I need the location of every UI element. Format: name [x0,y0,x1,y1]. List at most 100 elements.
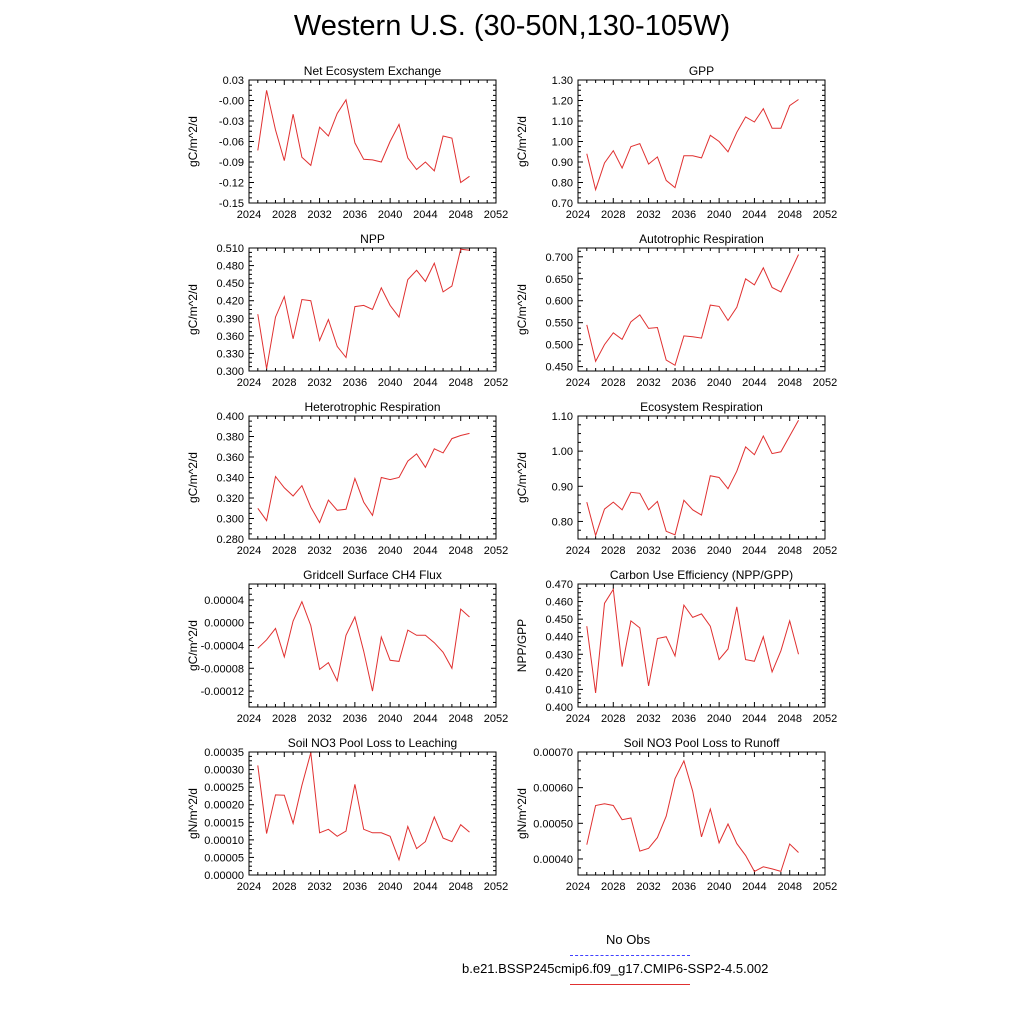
x-tick-label: 2028 [601,545,625,557]
plot-frame [577,79,826,204]
x-tick-label: 2032 [307,209,331,221]
y-tick-label: 0.420 [545,667,573,679]
x-tick-label: 2044 [413,545,437,557]
x-tick-label: 2052 [813,881,837,893]
y-axis-label: gN/m^2/d [186,788,200,839]
x-tick-label: 2032 [636,881,660,893]
x-tick-label: 2040 [378,881,402,893]
y-tick-label: 0.470 [545,579,573,591]
y-tick-label: -0.00012 [201,686,244,698]
y-tick-label: 0.03 [223,75,244,87]
chart-title: Carbon Use Efficiency (NPP/GPP) [610,568,793,582]
x-tick-label: 2032 [636,377,660,389]
plot-frame [248,79,497,204]
x-tick-label: 2032 [307,881,331,893]
y-tick-label: 0.430 [545,649,573,661]
x-tick-label: 2040 [378,713,402,725]
chart-title: Soil NO3 Pool Loss to Runoff [624,736,781,750]
y-tick-label: 1.10 [552,411,573,423]
x-tick-label: 2052 [484,545,508,557]
chart-title: GPP [689,64,714,78]
x-tick-label: 2028 [272,881,296,893]
y-tick-label: 0.380 [216,432,244,444]
x-tick-label: 2032 [636,209,660,221]
y-axis-label: gC/m^2/d [186,452,200,503]
y-axis-label: gC/m^2/d [186,284,200,335]
x-tick-label: 2024 [237,713,261,725]
series-line [586,759,799,873]
legend-label-no-obs: No Obs [606,932,651,947]
x-tick-label: 2052 [813,377,837,389]
y-tick-label: 0.300 [216,366,244,378]
y-tick-label: 0.300 [216,514,244,526]
x-tick-label: 2048 [448,209,472,221]
y-tick-label: 0.280 [216,534,244,546]
y-tick-label: -0.00004 [201,641,244,653]
legend-label-model: b.e21.BSSP245cmip6.f09_g17.CMIP6-SSP2-4.… [462,961,769,976]
y-axis-label: gC/m^2/d [515,452,529,503]
y-tick-label: 0.420 [216,296,244,308]
x-tick-label: 2032 [307,377,331,389]
chart-title: Heterotrophic Respiration [304,400,440,414]
y-tick-label: 0.450 [545,362,573,374]
x-tick-label: 2036 [672,713,696,725]
x-tick-label: 2048 [777,545,801,557]
y-tick-label: 0.90 [552,481,573,493]
y-tick-label: 0.390 [216,313,244,325]
x-tick-label: 2036 [672,881,696,893]
x-tick-label: 2032 [307,545,331,557]
y-tick-label: -0.15 [219,198,244,210]
chart-title: NPP [360,232,385,246]
x-tick-label: 2036 [343,545,367,557]
y-tick-label: 0.00004 [204,595,244,607]
legend-line-no-obs [570,955,690,956]
y-tick-label: 0.600 [545,296,573,308]
x-tick-label: 2040 [378,545,402,557]
series-line [257,248,470,369]
y-tick-label: 0.00035 [204,747,244,759]
plot-frame [248,751,497,876]
x-tick-label: 2048 [448,377,472,389]
y-tick-label: 0.650 [545,274,573,286]
y-tick-label: 0.510 [216,243,244,255]
x-tick-label: 2024 [237,881,261,893]
x-tick-label: 2044 [413,881,437,893]
y-tick-label: 0.460 [545,597,573,609]
x-tick-label: 2024 [566,209,590,221]
x-tick-label: 2024 [237,209,261,221]
x-tick-label: 2040 [707,881,731,893]
y-axis-label: gN/m^2/d [515,788,529,839]
y-tick-label: -0.12 [219,178,244,190]
chart-soil-no3-pool-loss-to-runoff: Soil NO3 Pool Loss to Runoff gN/m^2/d 2024… [515,736,837,893]
x-tick-label: 2040 [378,377,402,389]
y-tick-label: 0.360 [216,452,244,464]
y-tick-label: 0.330 [216,348,244,360]
x-tick-label: 2048 [448,545,472,557]
y-axis-label: gC/m^2/d [186,116,200,167]
x-tick-label: 2028 [272,377,296,389]
y-tick-label: 1.30 [552,75,573,87]
x-tick-label: 2032 [307,713,331,725]
x-tick-label: 2024 [566,881,590,893]
y-axis-label: gC/m^2/d [186,620,200,671]
series-line [586,419,799,538]
x-tick-label: 2040 [378,209,402,221]
x-tick-label: 2028 [272,545,296,557]
y-tick-label: -0.03 [219,116,244,128]
x-tick-label: 2036 [672,377,696,389]
y-tick-label: 0.450 [216,278,244,290]
y-tick-label: 0.340 [216,473,244,485]
chart-soil-no3-pool-loss-to-leaching: Soil NO3 Pool Loss to Leaching gN/m^2/d 20… [186,736,508,893]
plot-frame [577,415,826,540]
x-tick-label: 2052 [813,545,837,557]
x-tick-label: 2032 [636,713,660,725]
x-tick-label: 2032 [636,545,660,557]
y-tick-label: 0.500 [545,340,573,352]
x-tick-label: 2028 [272,713,296,725]
x-tick-label: 2052 [484,713,508,725]
x-tick-label: 2044 [742,209,766,221]
y-tick-label: 0.00010 [204,835,244,847]
y-tick-label: 0.00070 [533,747,573,759]
chart-title: Soil NO3 Pool Loss to Leaching [288,736,457,750]
y-tick-label: 0.550 [545,318,573,330]
